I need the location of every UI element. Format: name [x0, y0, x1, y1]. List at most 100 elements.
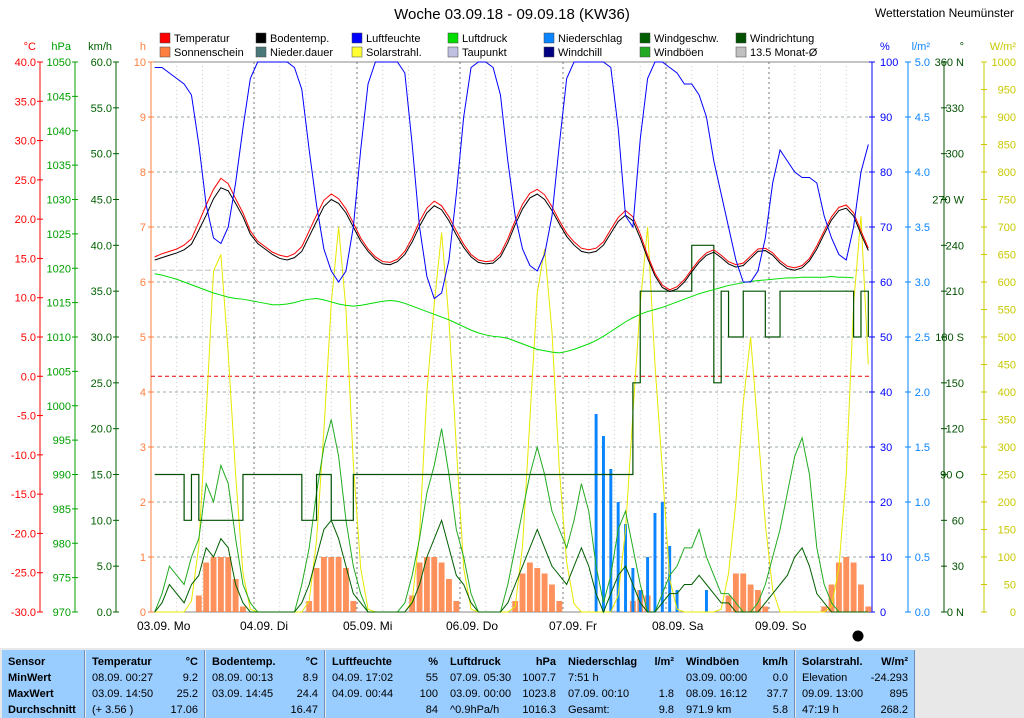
sunshine-bar	[732, 573, 739, 612]
axis-tick-label: 5.0	[21, 332, 36, 344]
axis-tick-label: 40.0	[15, 57, 36, 69]
axis-tick-label: 9	[140, 112, 146, 124]
stats-cell-value: 1016.3	[522, 704, 556, 716]
axis-unit-label: °	[960, 41, 964, 53]
x-tick-label: 05.09. Mi	[343, 619, 392, 633]
axis-tick-label: 2	[140, 497, 146, 509]
stats-cell-value: 0.0	[772, 672, 788, 684]
axis-tick-label: 50	[1004, 580, 1016, 592]
axis-tick-label: 15.0	[15, 253, 36, 265]
axis-tick-label: 995	[53, 435, 71, 447]
stats-cell-value: 25.2	[176, 688, 198, 700]
axis-tick-label: 70	[880, 222, 892, 234]
axis-tick-label: 985	[53, 504, 71, 516]
stats-cell-label: ^0.9hPa/h	[450, 704, 500, 716]
axis-unit-label: W/m²	[990, 41, 1017, 53]
axis-tick-label: 15.0	[91, 470, 112, 482]
axis-tick-label: 975	[53, 573, 71, 585]
stats-row-avg: Durchschnitt	[8, 704, 76, 716]
stats-cell-value: %	[428, 656, 438, 668]
axis-tick-label: 50	[880, 332, 892, 344]
x-tick-label: 08.09. Sa	[652, 619, 704, 633]
stats-cell-label: Gesamt:	[568, 704, 610, 716]
stats-ground: Bodentemp. °C 08.09. 00:13 8.9 03.09. 14:45 2…	[206, 650, 325, 718]
axis-tick-label: 650	[998, 250, 1016, 262]
axis-tick-label: 100	[998, 552, 1016, 564]
axis-tick-label: 980	[53, 538, 71, 550]
axis-tick-label: 7	[140, 222, 146, 234]
stats-cell-label: 7:51 h	[568, 672, 599, 684]
axis-tick-label: 1030	[47, 195, 71, 207]
axis-tick-label: 8	[140, 167, 146, 179]
axis-tick-label: -5.0	[17, 411, 36, 423]
axis-tick-label: 330	[946, 103, 964, 115]
legend-swatch	[447, 32, 459, 44]
sunshine-bar	[431, 557, 438, 612]
axis-tick-label: 20.0	[91, 424, 112, 436]
stats-cell-label: Elevation	[802, 672, 848, 684]
legend-label: Windchill	[558, 47, 602, 59]
axis-tick-label: 1035	[47, 160, 71, 172]
axis-tick-label: 4.0	[915, 167, 930, 179]
axis-tick-label: 3.5	[915, 222, 930, 234]
sunshine-bar	[232, 579, 239, 612]
sunshine-bar	[821, 606, 828, 612]
axis-tick-label: -30.0	[11, 607, 36, 619]
axis-tick-label: 360 N	[935, 57, 964, 69]
axis-tick-label: 3.0	[915, 277, 930, 289]
axis-unit-label: %	[880, 41, 890, 53]
stats-cell-label: 03.09. 00:00	[450, 688, 512, 700]
axis-tick-label: 950	[998, 85, 1016, 97]
stats-cell-value: km/h	[762, 656, 788, 668]
axis-tick-label: 4.5	[915, 112, 930, 124]
legend-label: Taupunkt	[462, 47, 507, 59]
precipitation-bar	[624, 524, 628, 612]
stats-cell-label: Luftdruck	[450, 656, 501, 668]
axis-tick-label: 300	[946, 149, 964, 161]
stats-cell-value: 24.4	[296, 688, 318, 700]
legend-label: Windgeschw.	[654, 33, 719, 45]
sunshine-bar	[195, 595, 202, 612]
precipitation-bar	[638, 590, 642, 612]
axis-tick-label: 20	[880, 497, 892, 509]
axis-tick-label: 2.5	[915, 332, 930, 344]
axis-tick-label: 10	[880, 552, 892, 564]
legend-swatch	[639, 46, 651, 58]
chart-svg: 40.035.030.025.020.015.010.05.00.0-5.0-1…	[11, 32, 1017, 642]
legend-swatch	[351, 32, 363, 44]
axis-unit-label: h	[140, 41, 146, 53]
axis-tick-label: 1045	[47, 91, 71, 103]
precipitation-bar	[616, 502, 620, 612]
axis-unit-label: l/m²	[912, 41, 931, 53]
axis-tick-label: 35.0	[15, 96, 36, 108]
axis-tick-label: 60	[952, 515, 964, 527]
axis-tick-label: 45.0	[91, 195, 112, 207]
axis-tick-label: 850	[998, 140, 1016, 152]
stats-cell-label: 09.09. 13:00	[802, 688, 864, 700]
sunshine-bar	[217, 557, 224, 612]
sunshine-bar	[865, 606, 872, 612]
axis-tick-label: 90	[880, 112, 892, 124]
x-tick-label: 03.09. Mo	[137, 619, 191, 633]
stats-cell-label: (+ 3.56 )	[92, 704, 134, 716]
axis-tick-label: 450	[998, 360, 1016, 372]
legend-swatch	[447, 46, 459, 58]
sunshine-bar	[740, 573, 747, 612]
stats-cell-value: hPa	[535, 656, 556, 668]
axis-tick-label: 180 S	[935, 332, 964, 344]
series-line-luftdruck	[154, 273, 854, 354]
stats-cell-value: 100	[419, 688, 438, 700]
sunshine-bar	[225, 557, 232, 612]
sunshine-bar	[541, 573, 548, 612]
axis-tick-label: -25.0	[11, 568, 36, 580]
x-tick-label: 07.09. Fr	[549, 619, 597, 633]
legend-label: Temperatur	[174, 33, 230, 45]
stats-cell-value: 37.7	[766, 688, 788, 700]
legend-swatch	[735, 32, 747, 44]
axis-tick-label: 20.0	[15, 214, 36, 226]
axis-tick-label: 500	[998, 332, 1016, 344]
axis-tick-label: 80	[880, 167, 892, 179]
stats-cell-value: 895	[889, 688, 908, 700]
stats-cell-value: 1.8	[658, 688, 674, 700]
axis-tick-label: 1.0	[915, 497, 930, 509]
